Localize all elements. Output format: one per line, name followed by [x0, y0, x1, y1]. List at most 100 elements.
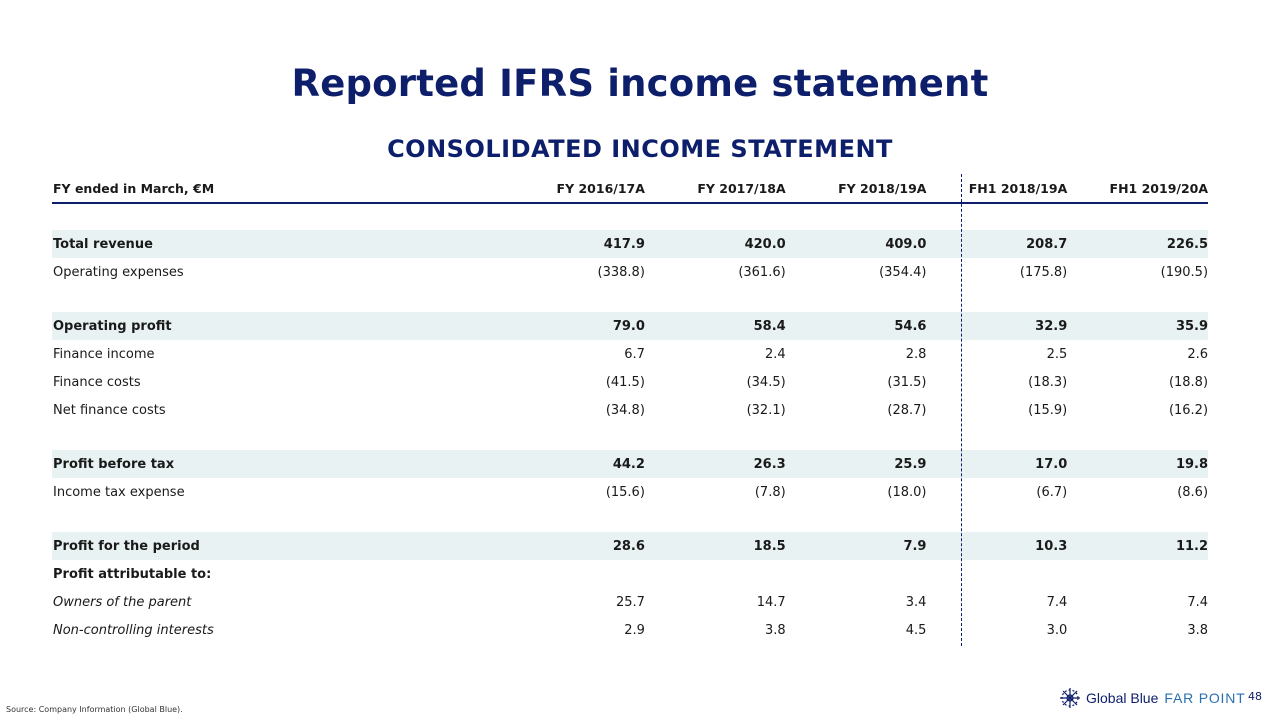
row-value: 26.3: [753, 456, 786, 472]
spacer-row: [52, 424, 1208, 450]
source-note: Source: Company Information (Global Blue…: [6, 705, 183, 714]
row-value: (28.7): [887, 402, 927, 418]
row-value: 2.8: [905, 346, 927, 362]
row-value: (7.8): [754, 484, 786, 500]
row-value: (18.3): [1028, 374, 1068, 390]
row-value: 2.6: [1187, 346, 1209, 362]
table-row: Finance income 6.7 2.4 2.8 2.5 2.6: [52, 340, 1208, 368]
row-value: 11.2: [1175, 538, 1209, 554]
row-value: (6.7): [1036, 484, 1068, 500]
row-label: Income tax expense: [53, 484, 185, 500]
row-value: 7.4: [1187, 594, 1209, 610]
row-label: Owners of the parent: [53, 594, 192, 610]
row-value: 4.5: [905, 622, 927, 638]
table-row: Profit for the period 28.6 18.5 7.9 10.3 11.2: [52, 532, 1208, 560]
row-value: 28.6: [612, 538, 645, 554]
row-value: 19.8: [1175, 456, 1209, 472]
half-year-divider: [961, 174, 962, 646]
header-fy2016: FY 2016/17A: [556, 180, 645, 196]
row-label: Non-controlling interests: [53, 622, 214, 638]
table-row: Non-controlling interests 2.9 3.8 4.5 3.0 3.8: [52, 616, 1208, 644]
table-row: Total revenue 417.9 420.0 409.0 208.7 226.5: [52, 230, 1208, 258]
header-label: FY ended in March, €M: [53, 180, 215, 196]
page-number: 48: [1248, 690, 1262, 703]
row-value: 14.7: [756, 594, 786, 610]
spacer-row: [52, 286, 1208, 312]
header-fh1-2018: FH1 2018/19A: [968, 180, 1068, 196]
header-fy2017: FY 2017/18A: [697, 180, 786, 196]
row-label: Finance income: [53, 346, 155, 362]
row-value: 2.5: [1046, 346, 1068, 362]
row-value: 54.6: [894, 318, 927, 334]
row-value: (16.2): [1168, 402, 1209, 418]
row-value: 226.5: [1166, 236, 1209, 252]
row-value: 7.9: [903, 538, 927, 554]
table-header: FY ended in March, €M FY 2016/17A FY 201…: [52, 174, 1208, 204]
row-value: (31.5): [887, 374, 927, 390]
table-row: Owners of the parent 25.7 14.7 3.4 7.4 7.4: [52, 588, 1208, 616]
row-value: (15.6): [605, 484, 645, 500]
row-label: Profit for the period: [53, 538, 200, 554]
row-label: Operating profit: [53, 318, 172, 334]
table-row: Operating profit 79.0 58.4 54.6 32.9 35.9: [52, 312, 1208, 340]
row-value: 417.9: [603, 236, 645, 252]
row-value: 44.2: [612, 456, 645, 472]
spacer-row: [52, 204, 1208, 230]
row-value: 35.9: [1175, 318, 1209, 334]
row-label: Finance costs: [53, 374, 141, 390]
row-value: 79.0: [612, 318, 645, 334]
table-row: Profit attributable to:: [52, 560, 1208, 588]
income-statement-table: FY ended in March, €M FY 2016/17A FY 201…: [52, 174, 1208, 644]
row-value: (18.0): [887, 484, 927, 500]
row-value: 2.9: [624, 622, 645, 638]
row-label: Total revenue: [53, 236, 153, 252]
row-value: 25.7: [615, 594, 645, 610]
table-row: Finance costs (41.5) (34.5) (31.5) (18.3) (18…: [52, 368, 1208, 396]
row-value: 10.3: [1035, 538, 1068, 554]
row-value: 3.4: [905, 594, 927, 610]
row-value: 6.7: [624, 346, 645, 362]
row-label: Profit before tax: [53, 456, 175, 472]
row-value: (34.5): [746, 374, 786, 390]
row-value: (8.6): [1177, 484, 1209, 500]
row-value: (175.8): [1019, 264, 1068, 280]
row-value: 3.8: [1187, 622, 1209, 638]
row-value: (354.4): [879, 264, 927, 280]
table-row: Income tax expense (15.6) (7.8) (18.0) (6.7)…: [52, 478, 1208, 506]
row-value: (190.5): [1160, 264, 1209, 280]
row-value: (41.5): [605, 374, 645, 390]
page-title: Reported IFRS income statement: [291, 62, 989, 105]
row-value: 3.0: [1046, 622, 1068, 638]
row-value: (18.8): [1168, 374, 1209, 390]
row-value: (361.6): [738, 264, 786, 280]
table-row: Operating expenses (338.8) (361.6) (354.4) (…: [52, 258, 1208, 286]
row-label: Net finance costs: [53, 402, 166, 418]
header-fh1-2019: FH1 2019/20A: [1109, 180, 1209, 196]
brand-name: Global Blue: [1086, 690, 1159, 706]
row-value: (34.8): [605, 402, 645, 418]
row-value: 409.0: [885, 236, 927, 252]
global-blue-snowflake-icon: [1060, 688, 1080, 708]
company-logo: Global Blue FAR POINT: [1058, 686, 1246, 710]
row-value: 25.9: [894, 456, 927, 472]
row-value: (32.1): [746, 402, 786, 418]
row-value: (338.8): [597, 264, 645, 280]
table-row: Profit before tax 44.2 26.3 25.9 17.0 19.8: [52, 450, 1208, 478]
product-name: FAR POINT: [1164, 690, 1246, 706]
spacer-row: [52, 506, 1208, 532]
row-value: (15.9): [1028, 402, 1068, 418]
table-body: Total revenue 417.9 420.0 409.0 208.7 226.5 Op…: [52, 204, 1208, 644]
row-value: 3.8: [765, 622, 786, 638]
row-value: 7.4: [1046, 594, 1068, 610]
header-fy2018: FY 2018/19A: [838, 180, 927, 196]
row-value: 58.4: [753, 318, 786, 334]
row-value: 208.7: [1026, 236, 1068, 252]
row-value: 2.4: [765, 346, 786, 362]
row-value: 32.9: [1035, 318, 1068, 334]
row-value: 420.0: [744, 236, 786, 252]
section-subtitle: CONSOLIDATED INCOME STATEMENT: [387, 135, 893, 163]
row-value: 18.5: [753, 538, 786, 554]
table-row: Net finance costs (34.8) (32.1) (28.7) (15.9…: [52, 396, 1208, 424]
row-value: 17.0: [1035, 456, 1068, 472]
row-label: Profit attributable to:: [53, 566, 212, 582]
